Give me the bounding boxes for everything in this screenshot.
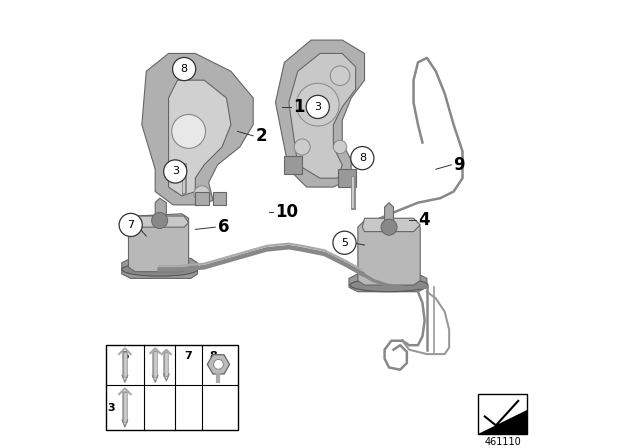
Text: 8: 8	[180, 64, 188, 74]
Text: 7: 7	[185, 351, 193, 362]
Circle shape	[306, 95, 330, 118]
Polygon shape	[275, 40, 365, 187]
Text: 5: 5	[122, 351, 129, 362]
Circle shape	[381, 219, 397, 235]
Polygon shape	[385, 202, 394, 232]
Circle shape	[194, 186, 210, 202]
Text: 8: 8	[359, 153, 366, 163]
Polygon shape	[122, 258, 198, 278]
Polygon shape	[213, 192, 227, 205]
Polygon shape	[338, 169, 356, 187]
Text: 1: 1	[293, 98, 305, 116]
Text: 2: 2	[255, 127, 267, 145]
Circle shape	[351, 146, 374, 170]
Text: 5: 5	[341, 238, 348, 248]
Polygon shape	[142, 53, 253, 205]
Circle shape	[164, 160, 187, 183]
Text: 3: 3	[172, 167, 179, 177]
Polygon shape	[195, 192, 209, 205]
Text: 6: 6	[218, 218, 229, 236]
Text: 10: 10	[275, 202, 298, 220]
Polygon shape	[349, 274, 427, 292]
Circle shape	[333, 140, 347, 154]
FancyBboxPatch shape	[106, 345, 237, 430]
Polygon shape	[155, 198, 166, 227]
Polygon shape	[129, 214, 189, 271]
Text: 7: 7	[127, 220, 134, 230]
Circle shape	[214, 359, 223, 369]
Circle shape	[330, 66, 350, 86]
Circle shape	[333, 231, 356, 254]
Polygon shape	[133, 216, 189, 227]
Text: 8: 8	[209, 351, 217, 362]
Polygon shape	[362, 218, 420, 232]
Text: 4: 4	[418, 211, 429, 229]
Circle shape	[152, 212, 168, 228]
Polygon shape	[168, 80, 231, 196]
Text: 3: 3	[314, 102, 321, 112]
Ellipse shape	[122, 263, 198, 276]
Polygon shape	[284, 156, 302, 174]
Text: 461110: 461110	[484, 437, 521, 447]
Polygon shape	[358, 220, 420, 285]
Polygon shape	[478, 410, 527, 434]
Ellipse shape	[350, 278, 428, 292]
Circle shape	[294, 139, 310, 155]
Circle shape	[172, 115, 205, 148]
Polygon shape	[289, 53, 356, 178]
FancyBboxPatch shape	[478, 394, 527, 434]
Text: 9: 9	[454, 156, 465, 174]
Circle shape	[296, 83, 339, 126]
Circle shape	[119, 213, 142, 237]
Circle shape	[173, 57, 196, 81]
Text: 3: 3	[107, 403, 115, 413]
